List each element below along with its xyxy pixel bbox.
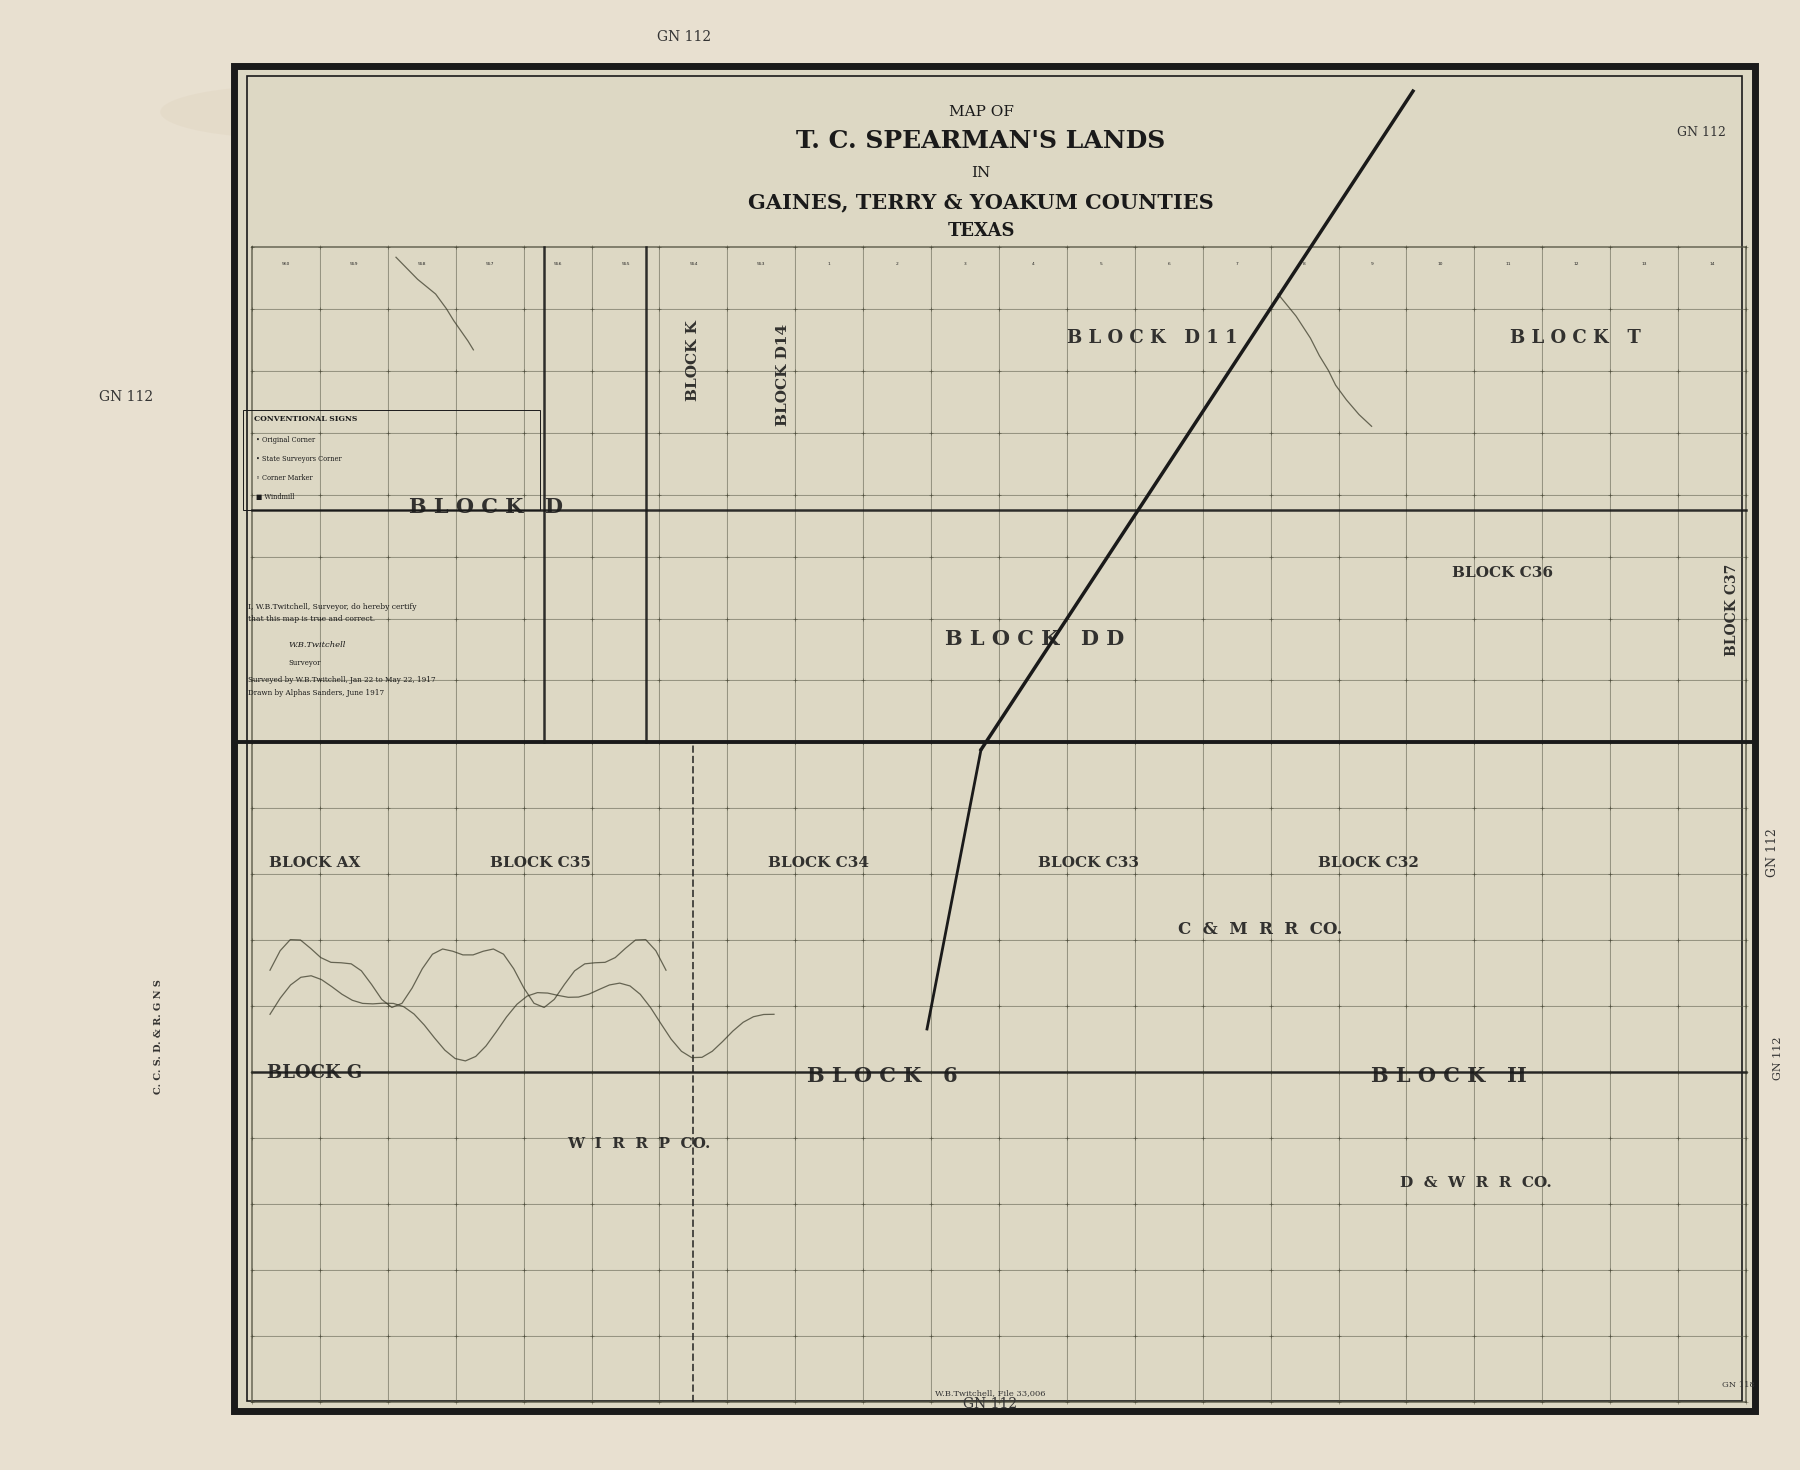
Text: 553: 553	[758, 262, 765, 266]
Text: 7: 7	[1235, 262, 1238, 266]
Text: GN 112: GN 112	[657, 29, 711, 44]
Text: • State Surveyors Corner: • State Surveyors Corner	[256, 454, 342, 463]
Text: GN 112: GN 112	[963, 1396, 1017, 1411]
Ellipse shape	[1085, 1138, 1217, 1210]
Text: BLOCK C34: BLOCK C34	[769, 856, 869, 870]
Text: BLOCK C36: BLOCK C36	[1453, 566, 1553, 581]
Text: • Original Corner: • Original Corner	[256, 435, 315, 444]
Text: 13: 13	[1642, 262, 1647, 266]
Ellipse shape	[1393, 908, 1474, 1017]
Text: 560: 560	[283, 262, 290, 266]
Text: BLOCK K: BLOCK K	[686, 319, 700, 401]
Text: IN: IN	[972, 166, 990, 181]
Text: 10: 10	[1438, 262, 1444, 266]
Text: 555: 555	[621, 262, 630, 266]
Text: I, W.B.Twitchell, Surveyor, do hereby certify
that this map is true and correct.: I, W.B.Twitchell, Surveyor, do hereby ce…	[248, 603, 418, 623]
Text: BLOCK G: BLOCK G	[268, 1064, 362, 1082]
Text: B L O C K   H: B L O C K H	[1372, 1066, 1526, 1086]
Text: 8: 8	[1303, 262, 1307, 266]
Text: T. C. SPEARMAN'S LANDS: T. C. SPEARMAN'S LANDS	[796, 129, 1166, 153]
Ellipse shape	[436, 923, 632, 1004]
Text: CONVENTIONAL SIGNS: CONVENTIONAL SIGNS	[254, 415, 358, 423]
Text: BLOCK C33: BLOCK C33	[1039, 856, 1139, 870]
Text: 9: 9	[1372, 262, 1373, 266]
Text: B L O C K   D 1 1: B L O C K D 1 1	[1067, 329, 1237, 347]
Text: 554: 554	[689, 262, 698, 266]
Text: TEXAS: TEXAS	[947, 222, 1015, 240]
Text: 558: 558	[418, 262, 427, 266]
Text: ■ Windmill: ■ Windmill	[256, 492, 293, 501]
Text: C  &  M  R  R  CO.: C & M R R CO.	[1177, 920, 1343, 938]
Text: MAP OF: MAP OF	[949, 104, 1013, 119]
Text: Surveyor: Surveyor	[288, 659, 320, 667]
Text: 2: 2	[896, 262, 898, 266]
Text: 12: 12	[1573, 262, 1579, 266]
Text: 11: 11	[1505, 262, 1510, 266]
Text: GN 112: GN 112	[1676, 126, 1726, 138]
Text: GN 112: GN 112	[1773, 1036, 1784, 1080]
Text: BLOCK D14: BLOCK D14	[776, 323, 790, 426]
Text: 6: 6	[1168, 262, 1170, 266]
Text: GN 118: GN 118	[1723, 1380, 1755, 1389]
Text: BLOCK C37: BLOCK C37	[1724, 564, 1739, 656]
Ellipse shape	[351, 1227, 639, 1329]
Text: B L O C K   6: B L O C K 6	[806, 1066, 958, 1086]
Text: 556: 556	[553, 262, 562, 266]
Text: D  &  W  R  R  CO.: D & W R R CO.	[1400, 1176, 1552, 1191]
Ellipse shape	[684, 87, 936, 187]
Text: Surveyed by W.B.Twitchell, Jan 22 to May 22, 1917
Drawn by Alphas Sanders, June : Surveyed by W.B.Twitchell, Jan 22 to May…	[248, 676, 436, 697]
Text: GAINES, TERRY & YOAKUM COUNTIES: GAINES, TERRY & YOAKUM COUNTIES	[749, 193, 1213, 213]
Bar	[234, 66, 1755, 1411]
Text: 4: 4	[1031, 262, 1035, 266]
Text: W  I  R  R  P  CO.: W I R R P CO.	[567, 1136, 711, 1151]
Text: BLOCK AX: BLOCK AX	[270, 856, 360, 870]
Ellipse shape	[160, 85, 439, 140]
Text: B L O C K   D: B L O C K D	[409, 497, 563, 517]
Text: BLOCK C35: BLOCK C35	[490, 856, 590, 870]
Text: ◦ Corner Marker: ◦ Corner Marker	[256, 473, 311, 482]
Text: B L O C K   T: B L O C K T	[1510, 329, 1640, 347]
Text: W.B.Twitchell: W.B.Twitchell	[288, 641, 346, 650]
Ellipse shape	[1127, 907, 1321, 1001]
Text: C. C. S. D. & R. G N S: C. C. S. D. & R. G N S	[153, 979, 162, 1094]
Text: 5: 5	[1100, 262, 1102, 266]
Text: B L O C K   D D: B L O C K D D	[945, 629, 1125, 650]
Bar	[247, 76, 1742, 1401]
Text: 14: 14	[1710, 262, 1715, 266]
Text: GN 112: GN 112	[99, 390, 153, 404]
Text: 3: 3	[963, 262, 967, 266]
Text: BLOCK C32: BLOCK C32	[1318, 856, 1418, 870]
Text: W.B.Twitchell, File 33,006: W.B.Twitchell, File 33,006	[934, 1389, 1046, 1398]
Ellipse shape	[1109, 1064, 1181, 1205]
Text: 1: 1	[828, 262, 830, 266]
Text: GN 112: GN 112	[1766, 828, 1780, 878]
Bar	[243, 410, 540, 510]
Text: 557: 557	[486, 262, 493, 266]
Ellipse shape	[414, 651, 477, 788]
Text: 559: 559	[349, 262, 358, 266]
